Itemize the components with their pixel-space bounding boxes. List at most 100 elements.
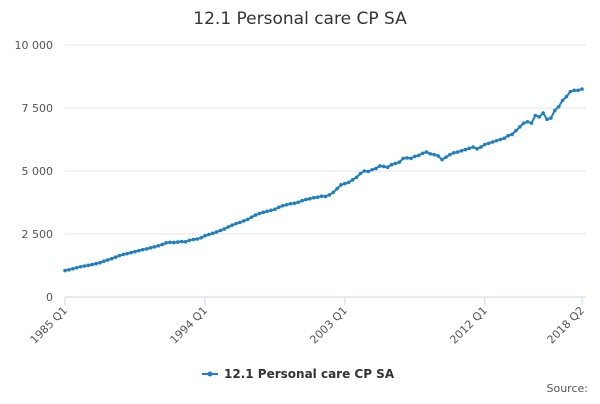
data-point xyxy=(354,175,359,180)
data-point xyxy=(245,217,250,222)
data-point xyxy=(370,167,374,172)
data-point xyxy=(261,210,266,215)
data-point xyxy=(226,225,231,229)
data-point xyxy=(397,160,402,164)
data-point xyxy=(137,248,141,253)
data-point xyxy=(156,244,161,248)
x-tick-label: 2003 Q1 xyxy=(307,304,350,347)
data-point xyxy=(86,263,91,268)
data-point xyxy=(362,169,367,173)
data-point xyxy=(568,89,573,94)
data-point xyxy=(510,132,514,137)
data-point xyxy=(576,88,580,93)
data-point xyxy=(222,227,227,231)
data-point xyxy=(199,235,203,240)
data-point xyxy=(381,164,386,169)
data-point xyxy=(191,237,196,242)
data-point xyxy=(490,140,495,144)
data-point xyxy=(249,215,254,219)
data-point xyxy=(420,151,425,156)
data-point xyxy=(525,120,530,124)
data-point xyxy=(164,241,168,245)
data-point xyxy=(475,147,479,151)
data-point xyxy=(529,121,534,125)
x-tick-label: 2018 Q2 xyxy=(545,304,588,347)
data-point xyxy=(413,154,417,159)
legend-label: 12.1 Personal care CP SA xyxy=(224,367,395,381)
data-point xyxy=(401,156,405,161)
x-tick-label: 2012 Q1 xyxy=(447,304,490,347)
data-point xyxy=(319,194,324,198)
data-point xyxy=(292,201,297,206)
y-tick-label: 7 500 xyxy=(22,102,54,115)
data-point xyxy=(148,246,153,250)
data-point xyxy=(296,200,301,205)
data-point xyxy=(253,213,258,217)
data-point xyxy=(175,240,180,244)
data-point xyxy=(140,247,145,252)
data-point xyxy=(467,146,472,151)
data-point xyxy=(560,98,565,103)
data-point xyxy=(463,147,468,152)
data-point xyxy=(288,201,293,206)
data-point xyxy=(428,152,433,156)
data-point xyxy=(479,145,483,149)
data-point xyxy=(269,208,273,213)
data-point xyxy=(385,165,390,170)
data-point xyxy=(346,180,351,185)
data-point xyxy=(339,183,343,187)
data-point xyxy=(545,117,549,122)
data-point xyxy=(63,268,67,273)
data-point xyxy=(195,237,199,241)
x-tick-label: 1985 Q1 xyxy=(28,304,71,347)
y-tick-label: 0 xyxy=(46,291,53,304)
data-point xyxy=(300,198,304,203)
data-point xyxy=(109,256,114,261)
chart-title: 12.1 Personal care CP SA xyxy=(193,9,407,29)
data-point xyxy=(335,186,339,191)
data-point xyxy=(409,156,413,161)
data-point xyxy=(203,233,207,238)
data-point xyxy=(343,181,347,186)
data-point xyxy=(78,264,83,269)
data-point xyxy=(187,238,192,243)
data-point xyxy=(486,141,491,146)
data-point xyxy=(179,239,184,244)
legend-marker xyxy=(207,371,213,377)
data-point xyxy=(172,240,176,245)
data-point xyxy=(70,266,75,271)
data-point xyxy=(440,157,444,162)
data-point xyxy=(117,253,122,258)
data-point xyxy=(238,220,242,225)
data-point xyxy=(234,221,238,226)
data-point xyxy=(207,232,211,237)
data-point xyxy=(366,169,371,174)
data-point xyxy=(160,242,164,247)
data-point xyxy=(506,133,510,138)
data-point xyxy=(113,255,118,259)
data-point xyxy=(90,262,95,267)
data-point xyxy=(265,209,269,214)
data-point xyxy=(67,267,71,272)
data-point xyxy=(389,162,394,167)
data-point xyxy=(572,88,577,93)
y-tick-label: 2 500 xyxy=(22,228,54,241)
data-point xyxy=(280,203,285,208)
data-point xyxy=(308,196,312,201)
data-point xyxy=(327,193,332,197)
data-point xyxy=(502,136,507,141)
data-point xyxy=(393,161,398,166)
data-point xyxy=(521,121,526,125)
data-point xyxy=(580,87,584,91)
data-point xyxy=(210,231,215,236)
y-tick-label: 10 000 xyxy=(15,39,54,52)
data-point xyxy=(102,259,106,264)
data-point xyxy=(432,152,437,157)
data-point xyxy=(152,245,157,249)
data-point xyxy=(556,104,561,109)
data-point xyxy=(315,195,320,200)
data-point xyxy=(183,240,188,244)
data-point xyxy=(552,108,557,113)
data-point xyxy=(311,195,316,200)
